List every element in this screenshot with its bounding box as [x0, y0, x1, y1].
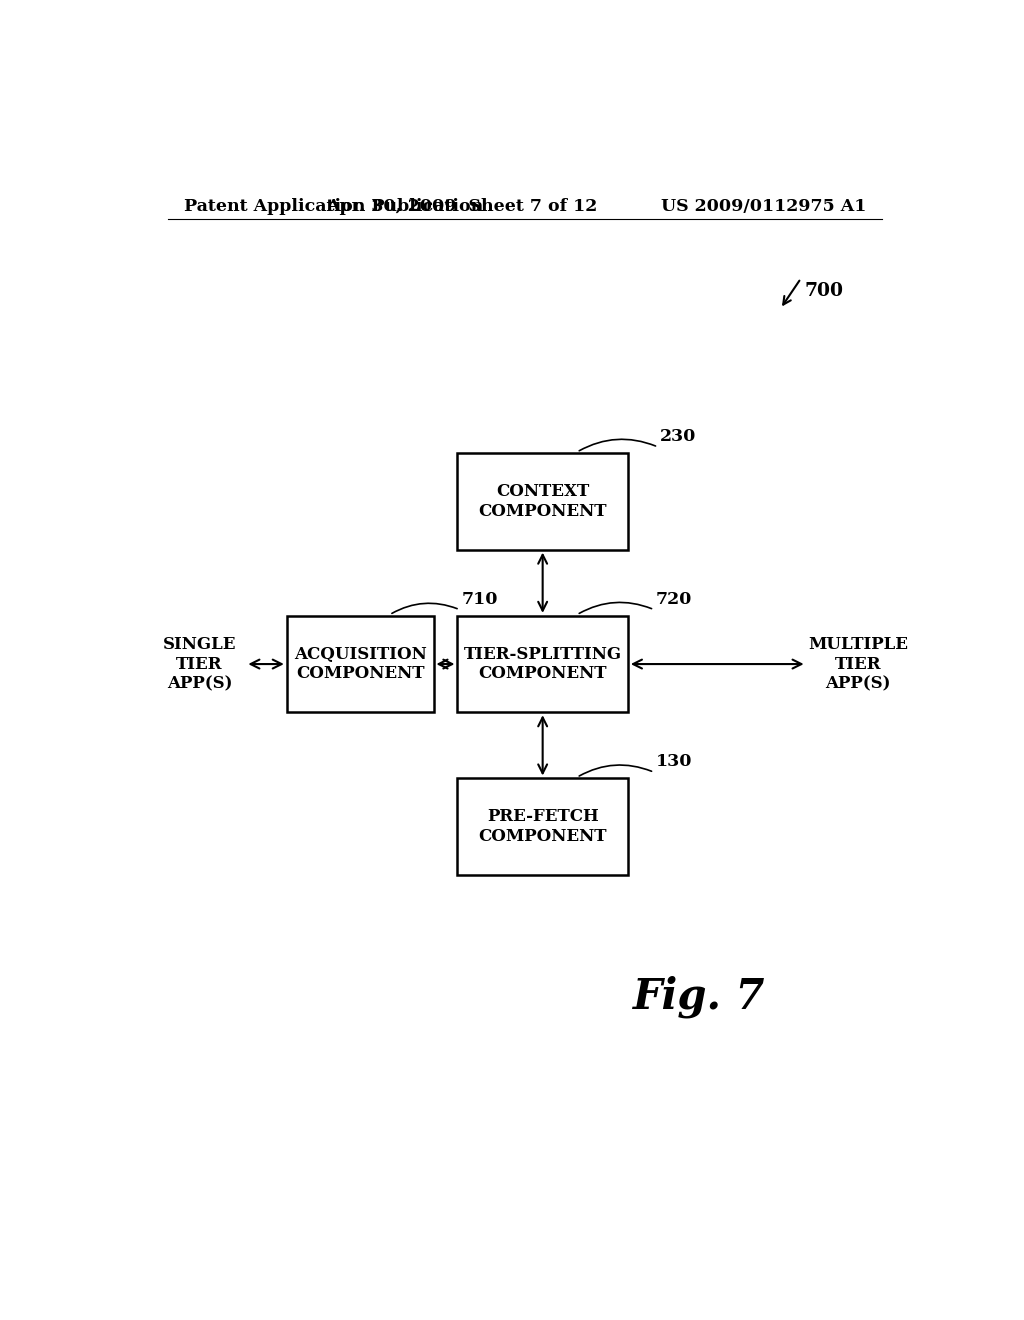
Text: 720: 720 [655, 590, 692, 607]
Text: PRE-FETCH
COMPONENT: PRE-FETCH COMPONENT [478, 808, 607, 845]
Bar [458, 453, 628, 549]
Text: US 2009/0112975 A1: US 2009/0112975 A1 [660, 198, 866, 215]
Text: SINGLE
TIER
APP(S): SINGLE TIER APP(S) [163, 636, 237, 693]
Text: 710: 710 [462, 590, 498, 607]
Text: MULTIPLE
TIER
APP(S): MULTIPLE TIER APP(S) [808, 636, 908, 693]
Bar [458, 779, 628, 875]
Text: 230: 230 [659, 428, 696, 445]
Text: CONTEXT
COMPONENT: CONTEXT COMPONENT [478, 483, 607, 520]
Text: 130: 130 [655, 754, 692, 771]
Bar [458, 615, 628, 713]
Text: 700: 700 [804, 281, 843, 300]
Text: TIER-SPLITTING
COMPONENT: TIER-SPLITTING COMPONENT [464, 645, 622, 682]
Text: Patent Application Publication: Patent Application Publication [183, 198, 482, 215]
Text: Fig. 7: Fig. 7 [633, 975, 766, 1018]
Bar [287, 615, 433, 713]
Text: Apr. 30, 2009  Sheet 7 of 12: Apr. 30, 2009 Sheet 7 of 12 [326, 198, 597, 215]
Text: ACQUISITION
COMPONENT: ACQUISITION COMPONENT [294, 645, 427, 682]
